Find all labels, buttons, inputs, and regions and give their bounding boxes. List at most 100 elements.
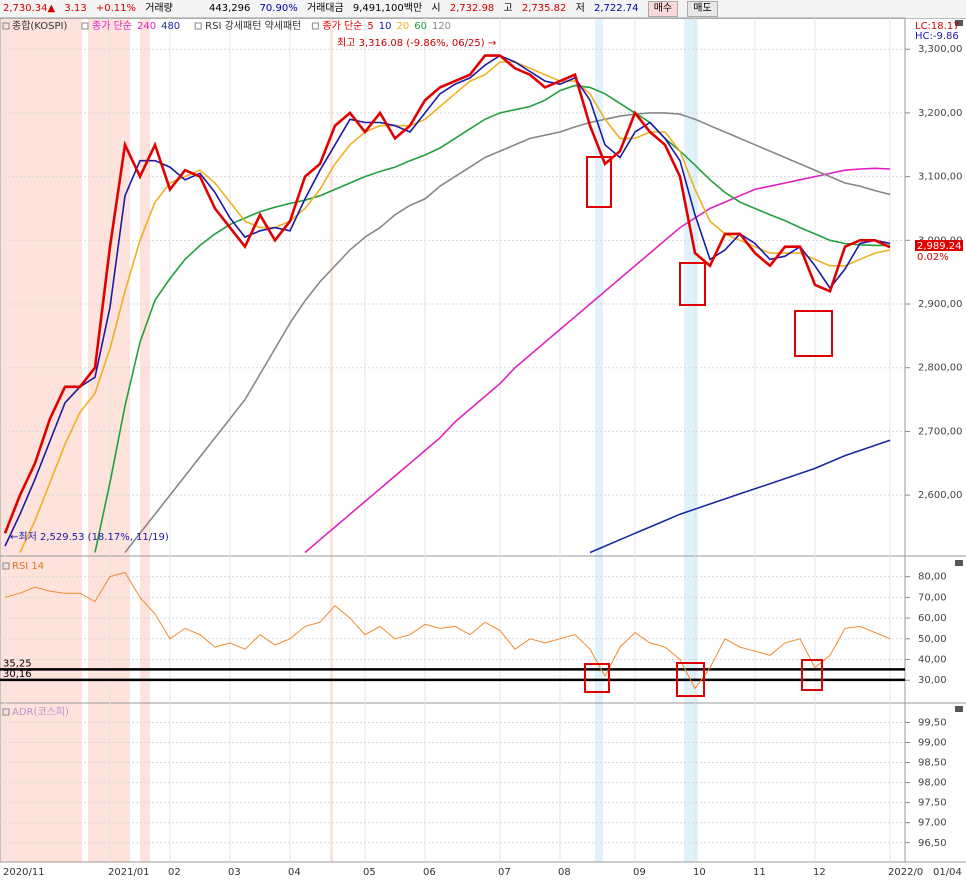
legend-text: 480 <box>161 21 180 32</box>
panel-icon <box>2 22 10 30</box>
y-tick-label: 98,50 <box>918 758 947 769</box>
highlight-box <box>679 262 706 306</box>
x-tick-label: 02 <box>168 867 181 878</box>
volume: 443,296 <box>209 3 251 14</box>
volume-pct: 70.90% <box>259 3 298 14</box>
amount: 9,491,100백만 <box>352 3 423 14</box>
annotation: 2,989.24 <box>917 241 962 252</box>
series-line <box>589 439 891 554</box>
y-tick-label: 97,50 <box>918 798 947 809</box>
y-tick-label: 3,200,00 <box>918 108 963 119</box>
panel-button <box>955 20 963 26</box>
x-tick-label: 03 <box>228 867 241 878</box>
x-tick-label: 2021/01 <box>108 867 150 878</box>
highlight-box <box>794 310 833 357</box>
y-tick-label: 60,00 <box>918 613 947 624</box>
y-tick-label: 97,00 <box>918 818 947 829</box>
price-tag <box>915 240 963 251</box>
series-line <box>304 167 891 554</box>
x-tick-label: 01/04 <box>933 867 962 878</box>
legend-text: 5 <box>367 21 373 32</box>
x-tick-label: 06 <box>423 867 436 878</box>
label: 거래량 <box>145 3 173 14</box>
legend-text: 10 <box>379 21 392 32</box>
legend-text: 120 <box>432 21 451 32</box>
x-tick-label: 12 <box>813 867 826 878</box>
x-tick-label: 07 <box>498 867 511 878</box>
series-line <box>3 54 891 534</box>
x-tick-label: 2020/11 <box>3 867 45 878</box>
legend-text: 240 <box>137 21 156 32</box>
high: 2,735.82 <box>521 3 567 14</box>
y-tick-label: 2,800,00 <box>918 363 963 374</box>
label: 고 <box>503 3 513 14</box>
legend-text: 60 <box>414 21 427 32</box>
y-tick-label: 50,00 <box>918 634 947 645</box>
panel-title: RSI 14 <box>12 561 44 572</box>
series-line <box>4 54 891 547</box>
label: 거래대금 <box>306 3 344 14</box>
x-tick-label: 10 <box>693 867 706 878</box>
panel-title: ADR(코스피) <box>12 706 69 718</box>
series-line <box>94 84 890 553</box>
y-tick-label: 70,00 <box>918 592 947 603</box>
legend-text: 종가 단순 <box>92 20 132 32</box>
highlight-box <box>586 156 612 208</box>
annotation: HC:-9.86 <box>915 31 959 42</box>
legend-text: RSI 강세패턴 약세패턴 <box>205 20 301 32</box>
x-tick-label: 04 <box>288 867 301 878</box>
y-tick-label: 99,50 <box>918 717 947 728</box>
change: 3.13 <box>64 3 87 14</box>
panel-button <box>955 560 963 566</box>
x-tick-label: 08 <box>558 867 571 878</box>
x-tick-label: 11 <box>753 867 766 878</box>
frame <box>0 17 906 863</box>
annotation: 최고 3,316.08 (-9.86%, 06/25) → <box>337 37 496 49</box>
y-tick-label: 99,00 <box>918 737 947 748</box>
panel-title: 종합(KOSPI) <box>12 20 68 32</box>
y-tick-label: 96,50 <box>918 838 947 849</box>
y-tick-label: 3,100,00 <box>918 172 963 183</box>
y-tick-label: 2,700,00 <box>918 426 963 437</box>
legend-icon <box>311 22 319 30</box>
series-line <box>124 112 891 553</box>
sell-button[interactable]: 매도 <box>687 1 718 17</box>
panel-icon <box>2 562 10 570</box>
annotation: ←최저 2,529.53 (18.17%, 11/19) <box>10 531 169 543</box>
y-tick-label: 2,900,00 <box>918 299 963 310</box>
series-line <box>19 61 891 553</box>
annotation: 0.02% <box>917 252 949 263</box>
y-tick-label: 80,00 <box>918 572 947 583</box>
label: 저 <box>575 3 585 14</box>
legend-text: 20 <box>396 21 409 32</box>
x-tick-label: 05 <box>363 867 376 878</box>
threshold-label: 35,25 <box>3 658 32 669</box>
y-tick-label: 2,600,00 <box>918 490 963 501</box>
price: 2,730.34▲ <box>3 3 56 14</box>
change-pct: +0.11% <box>95 3 137 14</box>
y-tick-label: 3,300,00 <box>918 44 963 55</box>
highlight-box <box>584 663 610 693</box>
open: 2,732.98 <box>449 3 495 14</box>
highlight-box <box>801 659 823 691</box>
threshold-label: 30,16 <box>3 669 32 680</box>
legend-text: 종가 단순 <box>322 20 362 32</box>
label: 시 <box>431 3 441 14</box>
buy-button[interactable]: 매수 <box>647 1 679 17</box>
x-tick-label: 09 <box>633 867 646 878</box>
legend-icon <box>194 22 202 30</box>
y-tick-label: 40,00 <box>918 655 947 666</box>
highlight-box <box>676 662 705 697</box>
y-tick-label: 30,00 <box>918 675 947 686</box>
y-tick-label: 98,00 <box>918 778 947 789</box>
annotation: LC:18.17 <box>915 21 960 32</box>
panel-button <box>955 706 963 712</box>
legend-icon <box>81 22 89 30</box>
toolbar: 2,730.34▲ 3.13 +0.11% 거래량 443,296 70.90%… <box>0 0 966 19</box>
x-tick-label: 2022/0 <box>888 867 923 878</box>
series-line <box>4 571 891 690</box>
low: 2,722.74 <box>593 3 639 14</box>
panel-icon <box>2 708 10 716</box>
